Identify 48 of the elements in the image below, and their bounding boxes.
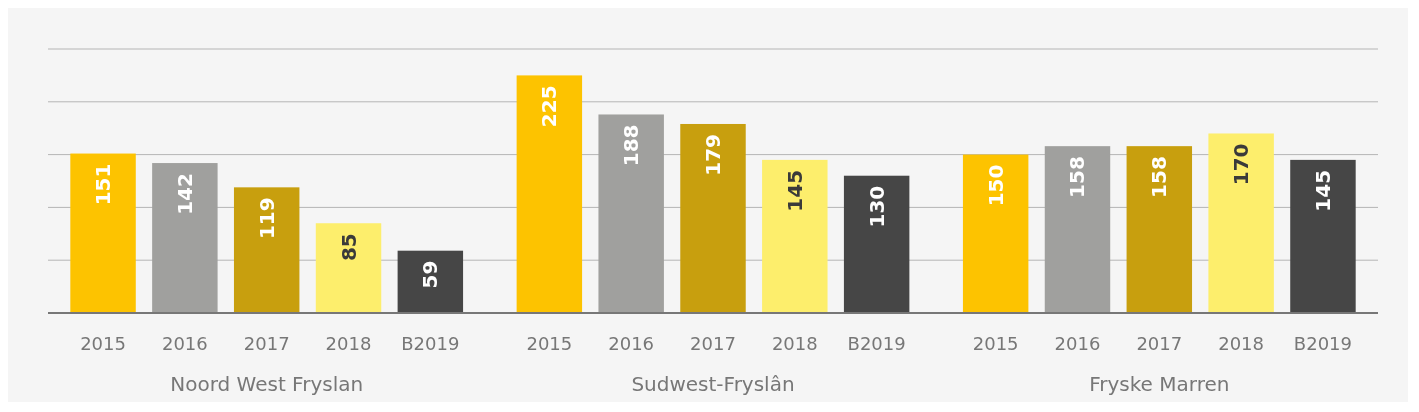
text: 2018: [1218, 333, 1265, 354]
data-label: 130: [864, 185, 889, 228]
data-label: 145: [782, 169, 807, 212]
bar: [152, 163, 218, 313]
data-label: 142: [172, 173, 197, 215]
text: 2017: [690, 333, 736, 354]
bar: [843, 175, 910, 313]
bar: [680, 123, 746, 313]
data-label: 150: [983, 164, 1008, 207]
text: 2016: [608, 333, 655, 354]
bar: [598, 114, 664, 313]
data-label: 151: [91, 163, 116, 206]
bar: [233, 187, 300, 313]
bar: [516, 75, 583, 313]
x-tick-label: Sudwest-Fryslân: [631, 372, 795, 396]
text: 2018: [771, 333, 818, 354]
data-label: 179: [701, 133, 725, 176]
data-label: 85: [336, 233, 361, 262]
bar: [1290, 159, 1356, 313]
bar: [1126, 146, 1193, 313]
bar: [315, 223, 382, 313]
bar: [962, 154, 1029, 313]
series-label: B2019: [401, 333, 460, 354]
text: 2016: [1054, 333, 1101, 354]
bar: [1044, 146, 1111, 313]
series-label: 2016: [161, 333, 208, 354]
data-label: 158: [1147, 156, 1172, 198]
data-label: 170: [1229, 143, 1254, 186]
data-label: 119: [254, 197, 279, 240]
text: B2019: [1293, 333, 1353, 354]
data-label: 59: [418, 260, 443, 289]
bar: [762, 159, 828, 313]
text: B2019: [847, 333, 906, 354]
bar: [1208, 133, 1274, 313]
x-tick-label: Noord West Fryslan: [170, 372, 364, 396]
series-label: 2018: [325, 333, 372, 354]
text: 2015: [972, 333, 1019, 354]
data-label: 225: [537, 85, 562, 128]
series-label: 2017: [243, 333, 290, 354]
data-label: 158: [1065, 156, 1090, 198]
series-label: 2015: [80, 333, 126, 354]
bar: [70, 153, 136, 313]
x-tick-label: Fryske Marren: [1089, 372, 1230, 396]
data-label: 145: [1310, 169, 1335, 212]
bar: [397, 250, 464, 313]
data-label: 188: [619, 124, 644, 167]
text: 2015: [526, 333, 573, 354]
text: 2017: [1136, 333, 1183, 354]
